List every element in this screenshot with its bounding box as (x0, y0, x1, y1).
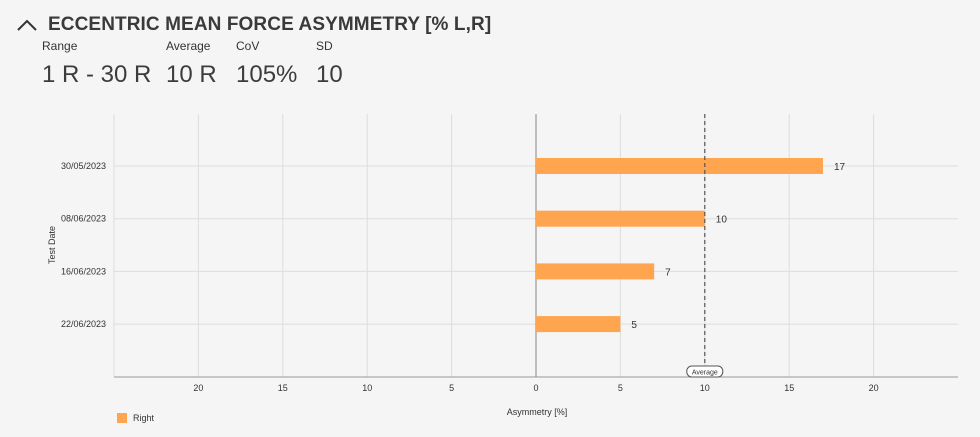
legend-swatch-right (117, 413, 127, 423)
chevron-up-icon[interactable] (14, 12, 40, 38)
x-tick-label: 5 (449, 383, 454, 393)
chart-header: ECCENTRIC MEAN FORCE ASYMMETRY [% L,R] (14, 12, 491, 38)
x-tick-label: 20 (193, 383, 203, 393)
stat-range: Range 1 R - 30 R (42, 39, 166, 89)
x-tick-label: 5 (618, 383, 623, 393)
stat-average: Average 10 R (166, 39, 236, 89)
stat-cov-label: CoV (236, 39, 260, 53)
stat-average-label: Average (166, 39, 211, 53)
bar-data-label: 10 (716, 215, 728, 226)
y-tick-label: 22/06/2023 (61, 319, 106, 329)
y-axis-title: Test Date (47, 226, 57, 264)
stat-sd: SD 10 (316, 39, 376, 89)
x-tick-label: 20 (869, 383, 879, 393)
bar (536, 316, 621, 333)
y-tick-label: 16/06/2023 (61, 266, 106, 276)
bar-data-label: 17 (834, 162, 846, 173)
x-tick-label: 15 (278, 383, 288, 393)
average-badge (686, 365, 724, 378)
y-tick-label: 30/05/2023 (61, 161, 106, 171)
stat-range-value: 1 R - 30 R (42, 61, 152, 88)
x-axis-title: Asymmetry [%] (507, 407, 568, 417)
y-tick-label: 08/06/2023 (61, 214, 106, 224)
x-tick-label: 0 (533, 383, 538, 393)
x-tick-label: 10 (362, 383, 372, 393)
bar-data-label: 5 (631, 320, 637, 331)
bar (536, 263, 655, 280)
bar (536, 158, 823, 174)
x-tick-label: 10 (700, 383, 710, 393)
bar (536, 210, 705, 227)
legend-label-right: Right (133, 413, 155, 423)
stat-average-value: 10 R (166, 61, 217, 88)
stats-summary: Range 1 R - 30 R Average 10 R CoV 105% S… (42, 39, 376, 89)
stat-sd-value: 10 (316, 61, 343, 88)
chart-title: ECCENTRIC MEAN FORCE ASYMMETRY [% L,R] (48, 14, 492, 35)
stat-cov: CoV 105% (236, 39, 316, 89)
stat-cov-value: 105% (236, 61, 298, 88)
average-label: Average (692, 370, 718, 377)
bar-data-label: 7 (665, 267, 671, 278)
stat-range-label: Range (42, 39, 78, 53)
stat-sd-label: SD (316, 39, 333, 53)
x-tick-label: 15 (784, 383, 794, 393)
